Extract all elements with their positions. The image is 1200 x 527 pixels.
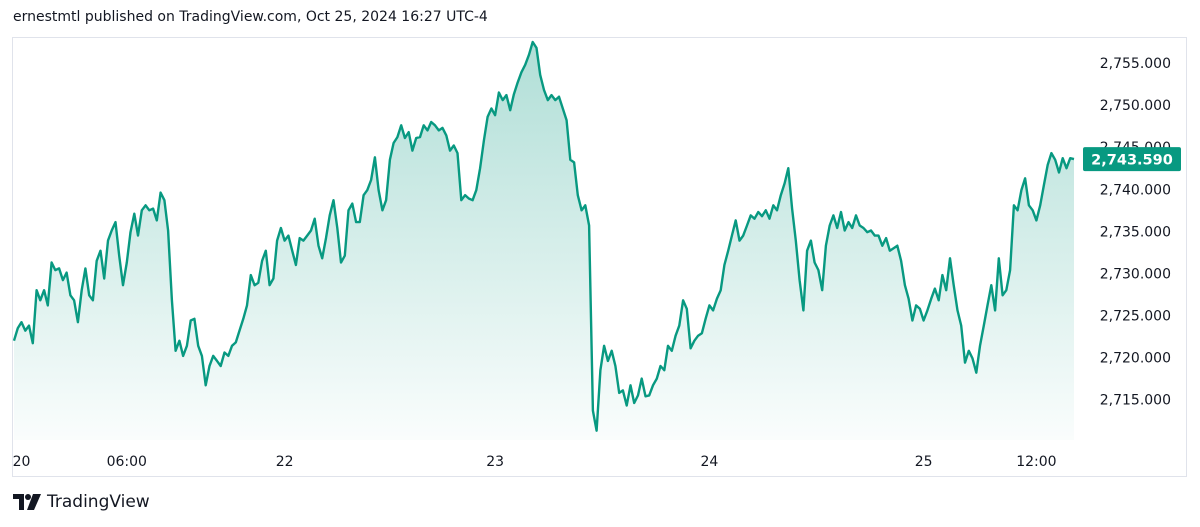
price-area-fill [14, 42, 1074, 440]
brand-name: TradingView [47, 492, 150, 512]
chart-frame [12, 37, 1187, 477]
price-line [12, 40, 1075, 432]
y-tick-label: 2,720.000 [1100, 351, 1171, 367]
x-tick-label: 12:00 [1016, 454, 1056, 470]
y-tick-label: 2,740.000 [1100, 182, 1171, 198]
y-tick-label: 2,750.000 [1100, 98, 1171, 114]
publish-info: ernestmtl published on TradingView.com, … [13, 9, 488, 25]
y-tick-label: 2,735.000 [1100, 224, 1171, 240]
last-price-label: 2,743.590 [1091, 153, 1173, 169]
x-tick-label: 06:00 [107, 454, 147, 470]
y-tick-label: 2,730.000 [1100, 266, 1171, 282]
last-price-badge [1083, 147, 1181, 172]
x-tick-label: 22 [276, 454, 294, 470]
y-tick-label: 2,725.000 [1100, 308, 1171, 324]
x-tick-label: 25 [915, 454, 933, 470]
tradingview-logo-icon [13, 494, 41, 510]
x-tick-label: 20 [13, 454, 31, 470]
y-tick-label: 2,715.000 [1100, 393, 1171, 409]
tradingview-brand[interactable]: TradingView [13, 492, 150, 512]
x-tick-label: 23 [486, 454, 504, 470]
y-tick-label: 2,755.000 [1100, 56, 1171, 72]
x-tick-label: 24 [700, 454, 718, 470]
